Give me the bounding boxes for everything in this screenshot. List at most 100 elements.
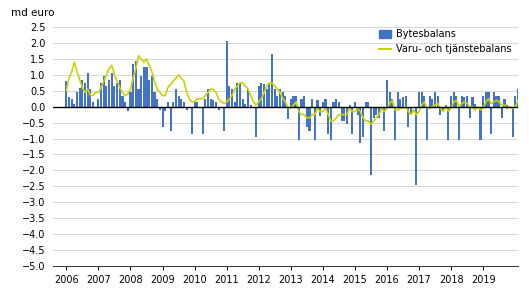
Bar: [226, 41, 227, 107]
Bar: [450, 95, 452, 107]
Bar: [132, 64, 134, 107]
Bar: [196, 102, 198, 107]
Bar: [217, 107, 220, 110]
Bar: [357, 107, 359, 115]
Bar: [130, 92, 132, 107]
Bar: [68, 97, 70, 107]
Bar: [287, 107, 289, 119]
Bar: [522, 107, 524, 118]
Bar: [212, 100, 214, 107]
Bar: [124, 102, 126, 107]
Bar: [485, 92, 487, 107]
Bar: [448, 107, 450, 140]
Bar: [276, 95, 278, 107]
Bar: [111, 73, 113, 107]
Bar: [118, 80, 121, 107]
Bar: [231, 89, 233, 107]
Bar: [372, 107, 375, 118]
Bar: [153, 92, 156, 107]
Bar: [81, 80, 84, 107]
Bar: [442, 107, 444, 111]
Bar: [389, 92, 391, 107]
Bar: [383, 107, 385, 130]
Bar: [378, 107, 380, 118]
Bar: [167, 102, 169, 107]
Bar: [215, 102, 217, 107]
Bar: [89, 89, 92, 107]
Bar: [79, 88, 81, 107]
Bar: [202, 107, 204, 134]
Bar: [236, 83, 239, 107]
Bar: [303, 95, 305, 107]
Bar: [207, 89, 209, 107]
Bar: [279, 89, 281, 107]
Bar: [421, 92, 423, 107]
Bar: [343, 107, 345, 121]
Bar: [455, 95, 458, 107]
Bar: [327, 107, 329, 134]
Bar: [172, 102, 174, 107]
Bar: [65, 81, 67, 107]
Bar: [164, 107, 166, 111]
Bar: [76, 92, 78, 107]
Bar: [260, 83, 262, 107]
Bar: [108, 80, 110, 107]
Bar: [333, 102, 334, 107]
Bar: [338, 102, 340, 107]
Bar: [335, 99, 338, 107]
Bar: [498, 95, 500, 107]
Bar: [263, 85, 265, 107]
Bar: [466, 95, 468, 107]
Bar: [410, 107, 412, 115]
Bar: [138, 89, 140, 107]
Bar: [113, 86, 115, 107]
Bar: [258, 86, 260, 107]
Bar: [271, 54, 273, 107]
Bar: [346, 107, 348, 124]
Bar: [370, 107, 372, 175]
Bar: [140, 76, 142, 107]
Bar: [308, 107, 311, 130]
Bar: [354, 102, 356, 107]
Bar: [453, 92, 455, 107]
Bar: [501, 107, 503, 118]
Bar: [285, 95, 287, 107]
Bar: [394, 107, 396, 140]
Bar: [311, 99, 313, 107]
Bar: [268, 83, 270, 107]
Bar: [445, 105, 447, 107]
Bar: [71, 99, 73, 107]
Bar: [159, 107, 161, 110]
Bar: [359, 107, 361, 143]
Bar: [493, 92, 495, 107]
Bar: [440, 107, 441, 115]
Bar: [316, 100, 318, 107]
Bar: [463, 97, 466, 107]
Bar: [74, 104, 76, 107]
Bar: [178, 95, 180, 107]
Bar: [103, 76, 105, 107]
Bar: [209, 99, 212, 107]
Bar: [496, 95, 498, 107]
Bar: [519, 92, 522, 107]
Bar: [479, 107, 481, 140]
Bar: [293, 95, 295, 107]
Bar: [415, 107, 417, 185]
Bar: [122, 95, 123, 107]
Bar: [341, 107, 343, 121]
Bar: [188, 107, 190, 108]
Bar: [143, 67, 145, 107]
Bar: [87, 73, 89, 107]
Bar: [351, 107, 353, 134]
Bar: [428, 95, 431, 107]
Bar: [186, 107, 188, 110]
Bar: [437, 95, 439, 107]
Bar: [504, 99, 506, 107]
Bar: [405, 95, 407, 107]
Text: md euro: md euro: [11, 8, 54, 18]
Bar: [180, 99, 183, 107]
Bar: [295, 95, 297, 107]
Bar: [204, 99, 206, 107]
Bar: [116, 83, 118, 107]
Bar: [514, 95, 516, 107]
